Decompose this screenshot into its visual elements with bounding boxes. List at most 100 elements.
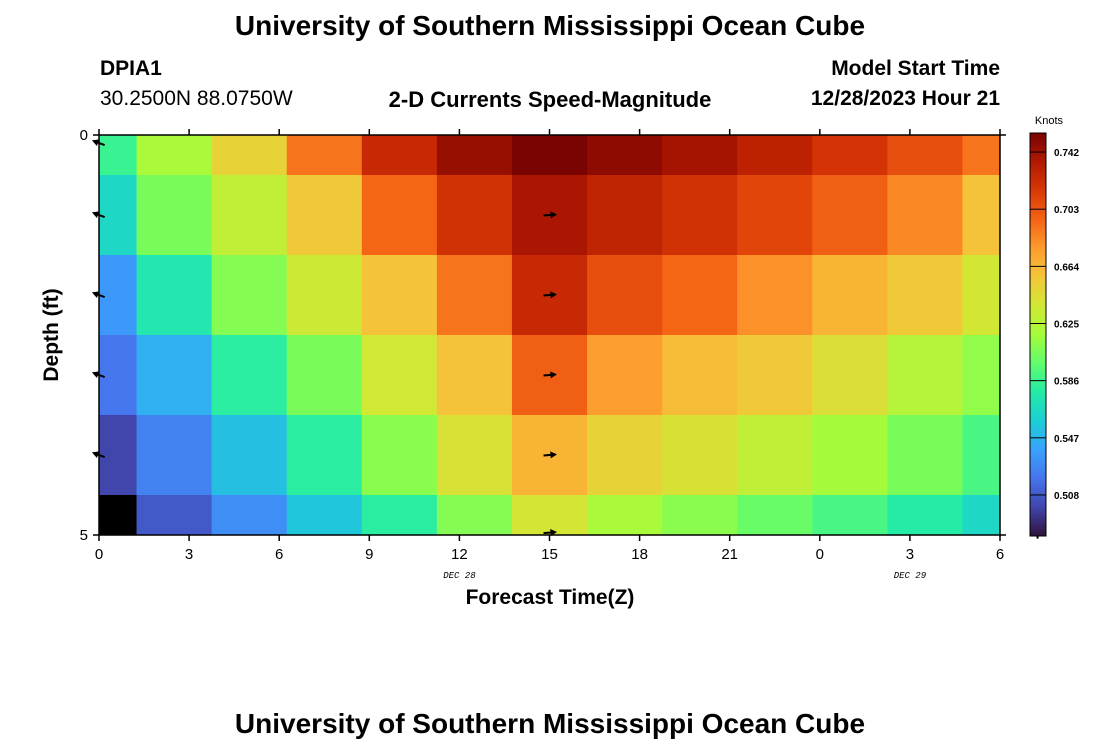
heatmap-cell [136, 335, 213, 416]
page-title: University of Southern Mississippi Ocean… [234, 10, 866, 41]
heatmap-cell [136, 175, 213, 256]
colorbar-tick-label: 0.547 [1054, 434, 1079, 445]
arrow-head [91, 211, 100, 218]
heatmap-cell [99, 175, 138, 256]
heatmap-cell [286, 135, 363, 176]
current-arrow [543, 291, 557, 299]
heatmap-cell [136, 135, 213, 176]
heatmap-cell [737, 255, 813, 336]
x-tick-label: 3 [906, 546, 914, 563]
heatmap-cell [662, 415, 738, 496]
heatmap-cell [737, 135, 813, 176]
heatmap-cell [211, 495, 288, 536]
heatmap-cell [737, 335, 813, 416]
heatmap-cell [662, 135, 738, 176]
y-tick-label: 0 [80, 127, 88, 144]
heatmap-cell [286, 175, 363, 256]
arrow-head [91, 371, 100, 378]
heatmap-cell [361, 495, 438, 536]
heatmap-cell [812, 335, 888, 416]
heatmap-cell [286, 415, 363, 496]
heatmap-cell [436, 415, 513, 496]
arrow-head [550, 371, 557, 379]
heatmap-cell [286, 495, 363, 536]
colorbar-tick-label: 0.586 [1054, 377, 1079, 388]
current-arrow [543, 451, 557, 459]
x-tick-label: 3 [185, 546, 193, 563]
x-tick-label: 9 [365, 546, 373, 563]
heatmap-cell [887, 175, 963, 256]
heatmap-cells [99, 135, 1001, 536]
arrow-head [550, 451, 557, 459]
arrow-head [550, 291, 557, 299]
heatmap-cell [587, 335, 663, 416]
x-tick-label: 18 [631, 546, 648, 563]
heatmap-cell [962, 175, 1001, 256]
heatmap-cell [737, 415, 813, 496]
colorbar-tick-label: 0.703 [1054, 205, 1079, 216]
heatmap-cell [361, 335, 438, 416]
heatmap-cell [587, 495, 663, 536]
heatmap-cell [361, 415, 438, 496]
date-label: DEC 29 [894, 571, 927, 581]
x-tick-label: 0 [95, 546, 103, 563]
heatmap-cell [286, 255, 363, 336]
heatmap-cell [962, 255, 1001, 336]
heatmap-cell [136, 415, 213, 496]
footer-title: University of Southern Mississippi Ocean… [234, 708, 866, 739]
current-arrow [543, 211, 557, 219]
heatmap-cell [136, 495, 213, 536]
x-tick-label: 12 [451, 546, 468, 563]
heatmap-cell [286, 335, 363, 416]
heatmap-cell [812, 135, 888, 176]
colorbar-unit: Knots [1035, 115, 1064, 127]
x-tick-label: 6 [275, 546, 283, 563]
heatmap-cell [511, 495, 588, 536]
arrow-head [91, 291, 100, 298]
x-tick-label: 0 [816, 546, 824, 563]
station-id: DPIA1 [100, 57, 162, 80]
colorbar: 0.508 0.547 0.586 0.625 0.664 0.703 0.742 [1029, 132, 1079, 537]
heatmap-cell [211, 415, 288, 496]
heatmap-cell [662, 495, 738, 536]
colorbar-tick-label: 0.625 [1054, 320, 1079, 331]
x-axis-title: Forecast Time(Z) [466, 586, 635, 609]
heatmap-cell [662, 255, 738, 336]
heatmap-cell [737, 175, 813, 256]
colorbar-tick-label: 0.508 [1054, 491, 1079, 502]
heatmap-cell [587, 415, 663, 496]
model-start-label: Model Start Time [831, 57, 1000, 80]
heatmap-cell [737, 495, 813, 536]
heatmap-cell [99, 415, 138, 496]
heatmap-cell [812, 255, 888, 336]
x-tick-label: 6 [996, 546, 1004, 563]
heatmap-cell [99, 255, 138, 336]
heatmap-cell [361, 255, 438, 336]
heatmap-cell [962, 335, 1001, 416]
heatmap-cell [587, 255, 663, 336]
heatmap-cell [436, 135, 513, 176]
heatmap-cell [887, 415, 963, 496]
colorbar-gradient [1029, 132, 1047, 537]
heatmap-cell [99, 495, 138, 536]
heatmap-cell [436, 495, 513, 536]
heatmap-cell [99, 335, 138, 416]
heatmap-cell [361, 175, 438, 256]
current-arrow [543, 371, 557, 379]
heatmap-cell [812, 175, 888, 256]
y-tick-label: 5 [80, 527, 88, 544]
model-start-value: 12/28/2023 Hour 21 [810, 87, 1000, 110]
station-location: 30.2500N 88.0750W [100, 87, 293, 110]
heatmap-cell [436, 175, 513, 256]
heatmap-cell [211, 135, 288, 176]
chart-subtitle: 2-D Currents Speed-Magnitude [388, 87, 712, 112]
heatmap-cell [887, 135, 963, 176]
heatmap-cell [436, 255, 513, 336]
heatmap-cell [662, 335, 738, 416]
heatmap-cell [211, 255, 288, 336]
heatmap-cell [511, 135, 588, 176]
arrow-head [550, 211, 557, 219]
heatmap-cell [962, 415, 1001, 496]
arrow-head [91, 451, 100, 458]
